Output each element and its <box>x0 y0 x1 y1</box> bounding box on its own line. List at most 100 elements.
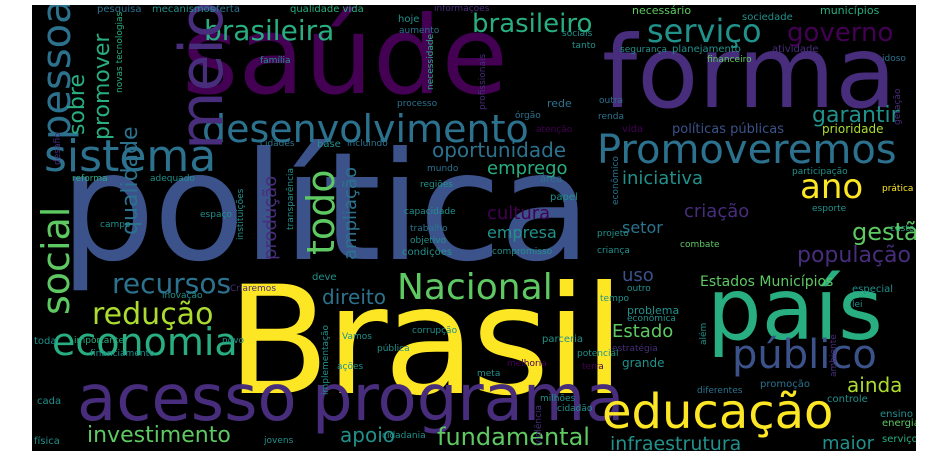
word: energia <box>882 418 916 429</box>
word: gestão <box>852 218 916 246</box>
word: saúde <box>182 5 508 119</box>
word: órgão <box>515 111 541 121</box>
word: sociais <box>562 29 593 39</box>
word: estratégia <box>612 344 658 354</box>
word: forma <box>602 14 897 131</box>
word: brasileiro <box>472 9 593 39</box>
word: garantir <box>812 103 900 128</box>
word: família <box>260 56 291 66</box>
word: ano <box>800 167 864 207</box>
word: cidadão <box>557 404 593 414</box>
word: milhões <box>540 394 576 404</box>
word: controle <box>827 394 868 405</box>
word: cultura <box>487 203 551 224</box>
word: espaço <box>200 210 232 220</box>
word: outra <box>599 96 623 106</box>
word: esporte <box>812 204 847 214</box>
word: governo <box>787 18 894 48</box>
word: prioridade <box>822 122 884 136</box>
word: novas tecnologias <box>115 11 125 93</box>
word: Brasil <box>227 255 625 429</box>
word: meta <box>477 369 501 379</box>
word: outro <box>627 284 651 294</box>
word: Nacional <box>397 267 553 308</box>
word: importante <box>74 336 125 346</box>
word: área <box>540 174 563 185</box>
word: financeiro <box>707 55 752 65</box>
word: adequado <box>150 174 195 184</box>
word: redução <box>92 297 214 332</box>
word: qualidade <box>118 126 143 235</box>
word: deve <box>312 272 337 283</box>
word: necessidade <box>426 33 436 90</box>
word: atenção <box>536 125 573 135</box>
word: implementação <box>321 324 331 395</box>
word: diferentes <box>697 386 743 396</box>
word: custo <box>890 224 915 234</box>
word: emprego <box>487 158 568 179</box>
word: ainda <box>847 373 903 397</box>
word: iniciativa <box>622 168 704 189</box>
word: financiamento <box>90 349 155 359</box>
word: base <box>317 139 341 150</box>
word: transparência <box>286 167 296 230</box>
word: setor <box>622 218 663 237</box>
word: serviço <box>647 12 762 50</box>
word: políticas públicas <box>672 122 785 137</box>
word: desafio <box>53 132 63 165</box>
word: planejamento <box>672 44 741 55</box>
word: municípios <box>820 5 880 17</box>
word: além <box>699 322 709 345</box>
word: serviços <box>882 434 916 445</box>
word: compromisso <box>492 247 553 257</box>
word: educação <box>602 384 834 440</box>
word: economia <box>52 320 238 364</box>
word: vida <box>622 124 644 135</box>
word: jovens <box>264 436 294 446</box>
word: problema <box>627 304 680 317</box>
word: promoção <box>760 379 810 390</box>
word: Vamos <box>342 332 372 342</box>
word: produção <box>260 175 281 260</box>
word: social <box>34 206 78 315</box>
word: geração <box>893 88 903 125</box>
word: toda <box>34 336 57 347</box>
word: pública <box>377 344 410 354</box>
word: ampliação <box>340 167 361 260</box>
word: todo <box>299 169 343 255</box>
word: país <box>707 260 883 360</box>
word: violência <box>534 404 544 445</box>
word: novo <box>222 336 245 346</box>
word: informações <box>434 5 490 14</box>
word: especial <box>852 284 894 295</box>
word: parceria <box>542 334 584 345</box>
word: empresa <box>487 223 557 242</box>
word: reforma <box>72 174 108 184</box>
word: lei <box>852 300 863 310</box>
word: terra <box>582 362 604 372</box>
word: Estado <box>612 321 674 342</box>
word: sociedade <box>742 12 793 23</box>
word: desenvolvimento <box>202 107 529 151</box>
word: mecanismos <box>152 5 215 15</box>
word: maior <box>822 433 874 452</box>
word: recursos <box>112 267 232 300</box>
word: econômica <box>627 314 676 324</box>
word: sobre <box>65 74 90 135</box>
word: cidades <box>260 139 295 149</box>
word: objetivo <box>410 236 447 246</box>
word: idoso <box>882 54 906 64</box>
word: meio <box>167 5 237 150</box>
word: população <box>797 243 911 268</box>
word: investimento <box>87 423 231 448</box>
word: criança <box>597 246 630 256</box>
word: promover <box>90 33 115 140</box>
word: potencial <box>577 349 619 359</box>
word: rede <box>547 97 572 110</box>
word: econômico <box>611 156 621 205</box>
word: criação <box>684 201 750 222</box>
word: qualidade vida <box>290 5 364 15</box>
word: ações <box>337 362 364 372</box>
word: atividade <box>772 44 819 55</box>
word: inovação <box>162 291 203 301</box>
